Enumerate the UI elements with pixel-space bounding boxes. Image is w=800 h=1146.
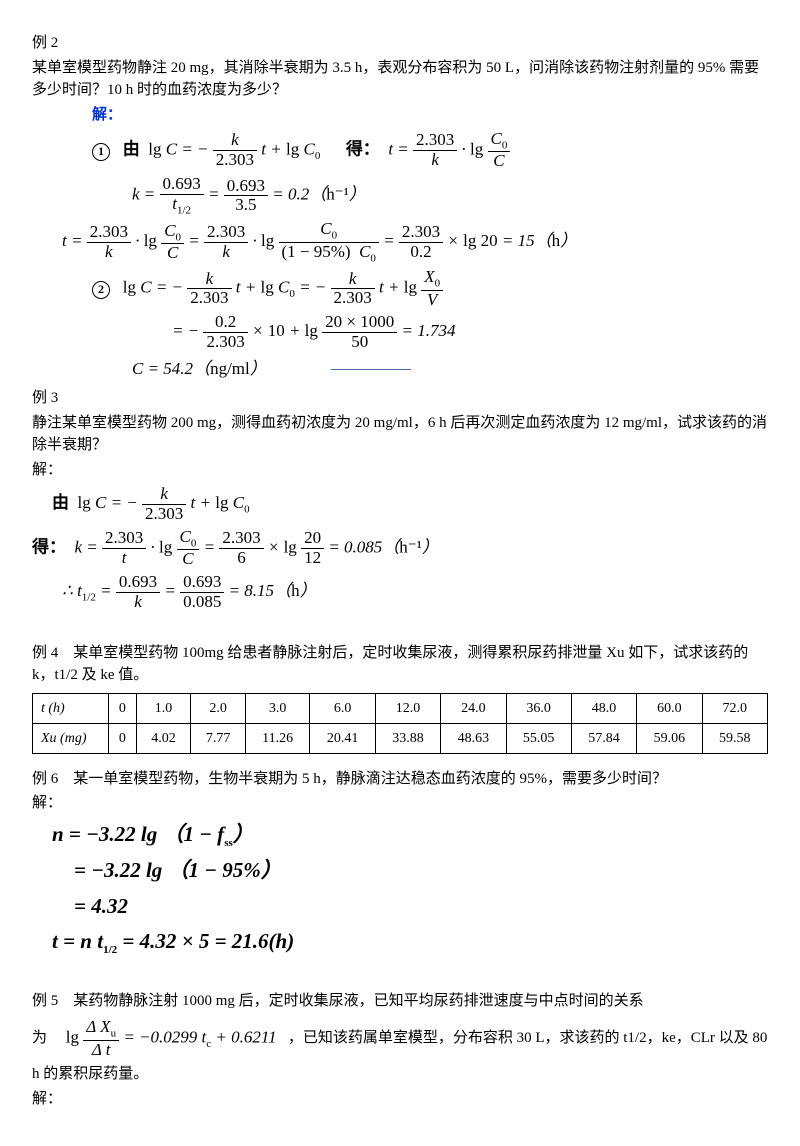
ex5-solve: 解：	[32, 1088, 768, 1111]
ex5-problem-a: 某药物静脉注射 1000 mg 后，定时收集尿液，已知平均尿药排泄速度与中点时间…	[73, 993, 643, 1009]
example-5: 例 5 某药物静脉注射 1000 mg 后，定时收集尿液，已知平均尿药排泄速度与…	[32, 990, 768, 1111]
ex2-eq1: 1 由 lg C = − k2.303 t + lg C0 得： t = 2.3…	[32, 130, 768, 171]
ex2-eq-k: k = 0.693t1/2 = 0.6933.5 = 0.2（h⁻¹）	[32, 175, 768, 216]
ex6-derivation: n = −3.22 lg （1 − fss） = −3.22 lg （1 − 9…	[32, 819, 768, 959]
example-3: 例 3 静注某单室模型药物 200 mg，测得血药初浓度为 20 mg/ml，6…	[32, 387, 768, 611]
ex2-eq-t: t = 2.303k · lg C0C = 2.303k · lg C0(1 −…	[32, 220, 768, 264]
ex2-problem: 某单室模型药物静注 20 mg，其消除半衰期为 3.5 h，表观分布容积为 50…	[32, 57, 768, 102]
ex6-solve: 解：	[32, 792, 768, 815]
table-row: Xu (mg) 04.02 7.7711.26 20.4133.88 48.63…	[33, 723, 768, 753]
ex3-eq1: 由 lg C = − k2.303 t + lg C0	[32, 485, 768, 523]
underline	[331, 369, 411, 370]
ex3-solve: 解：	[32, 459, 768, 482]
ex5-eq-line: 为 lg Δ XuΔ t = −0.0299 tc + 0.6211 ，已知该药…	[32, 1014, 768, 1086]
table-row: t (h) 01.0 2.03.0 6.012.0 24.036.0 48.06…	[33, 693, 768, 723]
ex6-problem: 某一单室模型药物，生物半衰期为 5 h，静脉滴注达稳态血药浓度的 95%，需要多…	[73, 771, 667, 787]
example-2: 例 2 某单室模型药物静注 20 mg，其消除半衰期为 3.5 h，表观分布容积…	[32, 32, 768, 381]
ex3-eq-t: ∴ t1/2 = 0.693k = 0.6930.085 = 8.15（h）	[32, 573, 768, 611]
example-6: 例 6 某一单室模型药物，生物半衰期为 5 h，静脉滴注达稳态血药浓度的 95%…	[32, 768, 768, 959]
ex4-problem: 某单室模型药物 100mg 给患者静脉注射后，定时收集尿液，测得累积尿药排泄量 …	[32, 645, 748, 684]
ex2-eq2b: = − 0.22.303 × 10 + lg 20 × 100050 = 1.7…	[32, 313, 768, 351]
ex4-title: 例 4	[32, 645, 58, 661]
ex3-problem: 静注某单室模型药物 200 mg，测得血药初浓度为 20 mg/ml，6 h 后…	[32, 412, 768, 457]
example-4: 例 4 某单室模型药物 100mg 给患者静脉注射后，定时收集尿液，测得累积尿药…	[32, 642, 768, 754]
ex5-title: 例 5	[32, 993, 58, 1009]
ex3-title: 例 3	[32, 387, 768, 410]
ex2-eq2: 2 lg C = − k2.303 t + lg C0 = − k2.303 t…	[32, 268, 768, 309]
ex3-eq-k: 得： k = 2.303t · lg C0C = 2.3036 × lg 201…	[32, 528, 768, 569]
solve-label: 解：	[92, 107, 122, 123]
ex4-table: t (h) 01.0 2.03.0 6.012.0 24.036.0 48.06…	[32, 693, 768, 754]
ex2-title: 例 2	[32, 32, 768, 55]
ex2-result-c: C = 54.2（ng/ml）	[32, 356, 768, 382]
ex6-title: 例 6	[32, 771, 58, 787]
